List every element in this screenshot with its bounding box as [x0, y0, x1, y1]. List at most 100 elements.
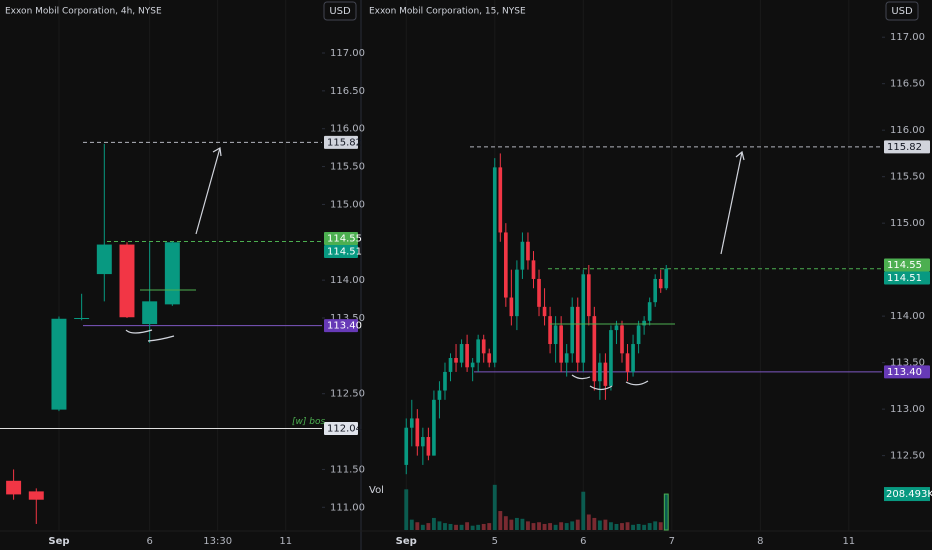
- candle-body: [625, 353, 630, 372]
- candle-body: [432, 399, 436, 456]
- y-tick-label: 115.50: [330, 162, 365, 173]
- volume-bar: [603, 519, 608, 530]
- x-tick-label: 6: [146, 536, 152, 547]
- level-note: [w] bos: [292, 417, 325, 427]
- candle-body: [96, 244, 112, 275]
- volume-bar: [465, 522, 470, 530]
- candle-body: [6, 480, 22, 495]
- volume-bar: [647, 523, 652, 530]
- x-tick-label: Sep: [48, 536, 69, 547]
- curve: [589, 385, 613, 391]
- volume-bar: [542, 523, 547, 530]
- candle-body: [487, 353, 492, 363]
- candle-body: [426, 437, 431, 456]
- volume-bar: [631, 524, 635, 530]
- level-box: [884, 365, 930, 379]
- candle-body: [415, 418, 420, 447]
- drawings: [125, 147, 745, 391]
- candle-body: [470, 362, 475, 368]
- candle-body: [481, 339, 486, 354]
- candle-body: [476, 339, 480, 363]
- level-label: 114.51: [887, 273, 922, 284]
- level-box: [324, 319, 358, 333]
- currency-label: USD: [329, 6, 351, 17]
- level-label: 114.55: [887, 260, 922, 271]
- level-box: [324, 245, 358, 258]
- candle-body: [570, 306, 575, 354]
- y-tick-label: 114.00: [890, 311, 925, 322]
- candle-body: [526, 241, 530, 261]
- volume-bar: [570, 521, 575, 530]
- x-tick-label: 6: [580, 536, 586, 547]
- y-tick-label: 112.50: [330, 389, 365, 400]
- level-label: 113.40: [327, 321, 362, 332]
- volume-bar: [509, 519, 514, 530]
- volume-bar: [404, 489, 409, 530]
- arrow: [720, 151, 743, 255]
- candle-body: [636, 325, 641, 345]
- volume-bar: [658, 522, 663, 530]
- curve: [125, 329, 153, 334]
- y-tick-label: 113.50: [890, 358, 925, 369]
- candle-body: [581, 274, 586, 363]
- curve: [147, 335, 175, 342]
- volume-bar: [581, 491, 586, 530]
- candle-body: [28, 491, 44, 500]
- volume-bar: [498, 511, 503, 530]
- y-tick-label: 115.00: [890, 218, 925, 229]
- chart-title: Exxon Mobil Corporation, 15, NYSE: [369, 7, 526, 17]
- level-box: [884, 258, 930, 272]
- candle-body: [465, 344, 469, 368]
- volume-bar: [520, 518, 525, 530]
- candle-body: [443, 371, 447, 391]
- candle-body: [74, 318, 90, 319]
- volume-bar: [531, 523, 536, 530]
- candle-body: [609, 330, 613, 386]
- volume-bar: [663, 493, 669, 531]
- candle-body: [658, 278, 663, 289]
- y-tick-label: 111.50: [330, 464, 365, 475]
- volume-bar: [614, 523, 619, 530]
- candle-body: [559, 325, 563, 363]
- x-tick-label: 11: [279, 536, 292, 547]
- y-tick-label: 116.00: [890, 125, 925, 136]
- candle-body: [531, 260, 536, 279]
- volume-bar: [437, 521, 442, 530]
- volume-bar: [537, 522, 541, 530]
- candle-body: [119, 244, 135, 318]
- y-tick-label: 112.50: [890, 451, 925, 462]
- candle-body: [515, 269, 519, 317]
- candle-body: [603, 362, 608, 386]
- level-label: 113.40: [887, 367, 922, 378]
- y-tick-label: 115.50: [890, 172, 925, 183]
- level-label: 115.82: [887, 142, 922, 153]
- volume-bar: [492, 484, 497, 530]
- arrow-head: [212, 147, 222, 157]
- y-tick-label: 114.00: [330, 275, 365, 286]
- curve: [571, 374, 591, 380]
- candle-body: [575, 306, 580, 363]
- candle-body: [520, 241, 525, 270]
- volume-bar: [448, 523, 453, 530]
- level-box: [324, 232, 358, 245]
- volume-bar: [415, 522, 420, 530]
- candle-body: [421, 437, 425, 447]
- volume-bar: [431, 517, 436, 530]
- candle-body: [631, 344, 635, 372]
- candle-body: [553, 325, 558, 345]
- y-tick-label: 111.00: [330, 502, 365, 513]
- candle-body: [586, 274, 591, 317]
- currency-button: [323, 1, 357, 21]
- volume-bar: [459, 524, 464, 530]
- volume-bar: [609, 522, 613, 530]
- y-tick-label: 113.00: [890, 404, 925, 415]
- x-tick-label: 13:30: [203, 536, 232, 547]
- candle-body: [592, 316, 597, 382]
- x-tick-label: 8: [757, 536, 763, 547]
- candle-body: [142, 301, 158, 325]
- volume-value-label: 208.493K: [886, 489, 932, 500]
- volume-bar: [426, 523, 431, 530]
